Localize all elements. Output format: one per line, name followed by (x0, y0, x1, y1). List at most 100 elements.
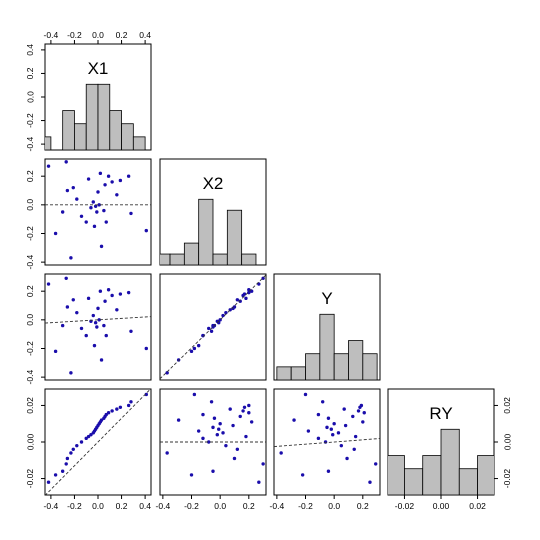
data-point-y-vs-x1 (53, 349, 58, 354)
data-point-y-vs-x2 (235, 298, 240, 302)
data-point-ry-vs-x1 (115, 407, 119, 411)
data-point-ry-vs-y (292, 418, 296, 422)
x-tick-label-y: 0.0 (328, 501, 340, 511)
scatter-frame-y-vs-x1 (44, 273, 152, 381)
histogram-bar-x1 (85, 83, 99, 150)
variable-label-x1: X1 (88, 59, 109, 78)
data-point-y-vs-x1 (86, 296, 91, 301)
scatter-frame-ry-vs-y (273, 388, 381, 496)
data-point-x2-vs-x1 (75, 197, 79, 201)
data-point-x2-vs-x1 (96, 190, 100, 194)
histogram-bar-x2 (198, 198, 214, 265)
data-point-ry-vs-x2 (238, 414, 242, 419)
data-point-y-vs-x1 (144, 346, 148, 351)
data-point-y-vs-x1 (69, 371, 73, 375)
data-point-ry-vs-y (331, 432, 335, 437)
data-point-x2-vs-x1 (106, 174, 111, 178)
y-tick-label-x1: -0.2 (25, 113, 35, 128)
data-point-ry-vs-y (343, 423, 348, 428)
data-point-y-vs-x1 (64, 276, 68, 280)
y-tick-label-x2: 0.0 (25, 199, 35, 211)
histogram-bar-x2 (169, 253, 185, 265)
data-point-ry-vs-x2 (211, 469, 215, 473)
histogram-bar-ry (404, 468, 424, 495)
data-point-y-vs-x1 (104, 333, 108, 338)
variable-label-x2: X2 (203, 174, 224, 193)
histogram-bar-x2 (160, 253, 171, 265)
y-tick-label-x1: 0.2 (25, 67, 35, 79)
y-tick-label-ry: 0.02 (502, 397, 512, 414)
data-point-y-vs-x1 (60, 323, 65, 328)
fit-line-ry-vs-x1 (45, 389, 151, 495)
data-point-ry-vs-y (316, 436, 321, 441)
data-point-ry-vs-y (326, 469, 331, 473)
data-point-y-vs-x2 (192, 346, 197, 351)
histogram-bar-ry (388, 455, 405, 495)
histogram-bar-y (362, 353, 378, 380)
data-point-ry-vs-x2 (231, 423, 235, 428)
data-point-x2-vs-x1 (53, 231, 58, 236)
data-point-ry-vs-y (316, 412, 321, 417)
data-point-ry-vs-x1 (104, 412, 108, 417)
data-point-ry-vs-x1 (110, 409, 114, 413)
data-point-x2-vs-x1 (79, 214, 84, 218)
histogram-bar-x1 (62, 110, 75, 150)
data-point-y-vs-x1 (84, 333, 88, 338)
data-point-y-vs-x2 (238, 299, 242, 303)
data-point-ry-vs-x2 (201, 412, 205, 417)
y-tick-label-y: -0.2 (25, 341, 35, 356)
data-point-x2-vs-x1 (64, 160, 68, 164)
data-point-y-vs-x1 (91, 313, 95, 318)
data-point-ry-vs-x1 (46, 480, 51, 484)
y-tick-label-y: -0.4 (25, 370, 35, 385)
x-tick-label-ry: 0.02 (469, 501, 486, 511)
data-point-x2-vs-x1 (84, 220, 88, 224)
data-point-ry-vs-x2 (218, 422, 222, 426)
data-point-ry-vs-x2 (232, 456, 237, 461)
x-tick-label-x2: -0.2 (184, 501, 199, 511)
data-point-ry-vs-x2 (217, 427, 221, 431)
y-tick-label-ry: -0.02 (25, 469, 35, 489)
histogram-bar-y (276, 366, 292, 380)
data-point-x2-vs-x1 (60, 210, 65, 214)
y-tick-label-ry: 0.00 (25, 433, 35, 450)
data-point-y-vs-x1 (79, 326, 84, 331)
data-point-ry-vs-x2 (247, 411, 251, 415)
y-tick-label-x2: -0.2 (25, 226, 35, 241)
histogram-bar-y (319, 313, 335, 380)
histogram-bar-x1 (109, 110, 122, 150)
data-point-x2-vs-x1 (65, 188, 70, 193)
x-tick-label-x2: 0.2 (243, 501, 255, 511)
data-point-ry-vs-y (326, 416, 331, 420)
data-point-ry-vs-x2 (201, 436, 205, 441)
data-point-ry-vs-x1 (144, 392, 148, 397)
data-point-ry-vs-y (303, 392, 308, 397)
data-point-ry-vs-x1 (129, 400, 133, 404)
y-tick-label-x1: -0.4 (25, 137, 35, 152)
histogram-bar-y (348, 340, 364, 380)
data-point-y-vs-x2 (224, 310, 228, 315)
data-point-y-vs-x1 (98, 289, 103, 293)
data-point-ry-vs-x1 (71, 447, 75, 452)
x-tick-label-x1: 0.4 (139, 501, 151, 511)
data-point-y-vs-x2 (242, 292, 247, 296)
x-tick-label-x1: -0.2 (67, 30, 82, 40)
data-point-ry-vs-y (306, 429, 311, 433)
data-point-y-vs-x2 (207, 326, 211, 331)
data-point-ry-vs-y (300, 473, 305, 477)
histogram-bar-ry (440, 428, 460, 495)
data-point-x2-vs-x1 (110, 180, 114, 184)
histogram-bar-y (290, 366, 306, 380)
y-tick-label-x2: -0.4 (25, 255, 35, 270)
data-point-x2-vs-x1 (86, 177, 91, 181)
data-point-x2-vs-x1 (99, 244, 104, 249)
x-tick-label-ry: -0.02 (395, 501, 415, 511)
x-tick-label-x1: -0.2 (67, 501, 82, 511)
data-point-ry-vs-x1 (84, 436, 88, 441)
x-tick-label-x1: -0.4 (44, 501, 59, 511)
y-tick-label-ry: 0.00 (502, 433, 512, 450)
data-point-y-vs-x1 (115, 308, 119, 312)
data-point-x2-vs-x1 (102, 208, 106, 213)
data-point-ry-vs-x2 (235, 447, 240, 452)
y-tick-label-ry: 0.02 (25, 397, 35, 414)
